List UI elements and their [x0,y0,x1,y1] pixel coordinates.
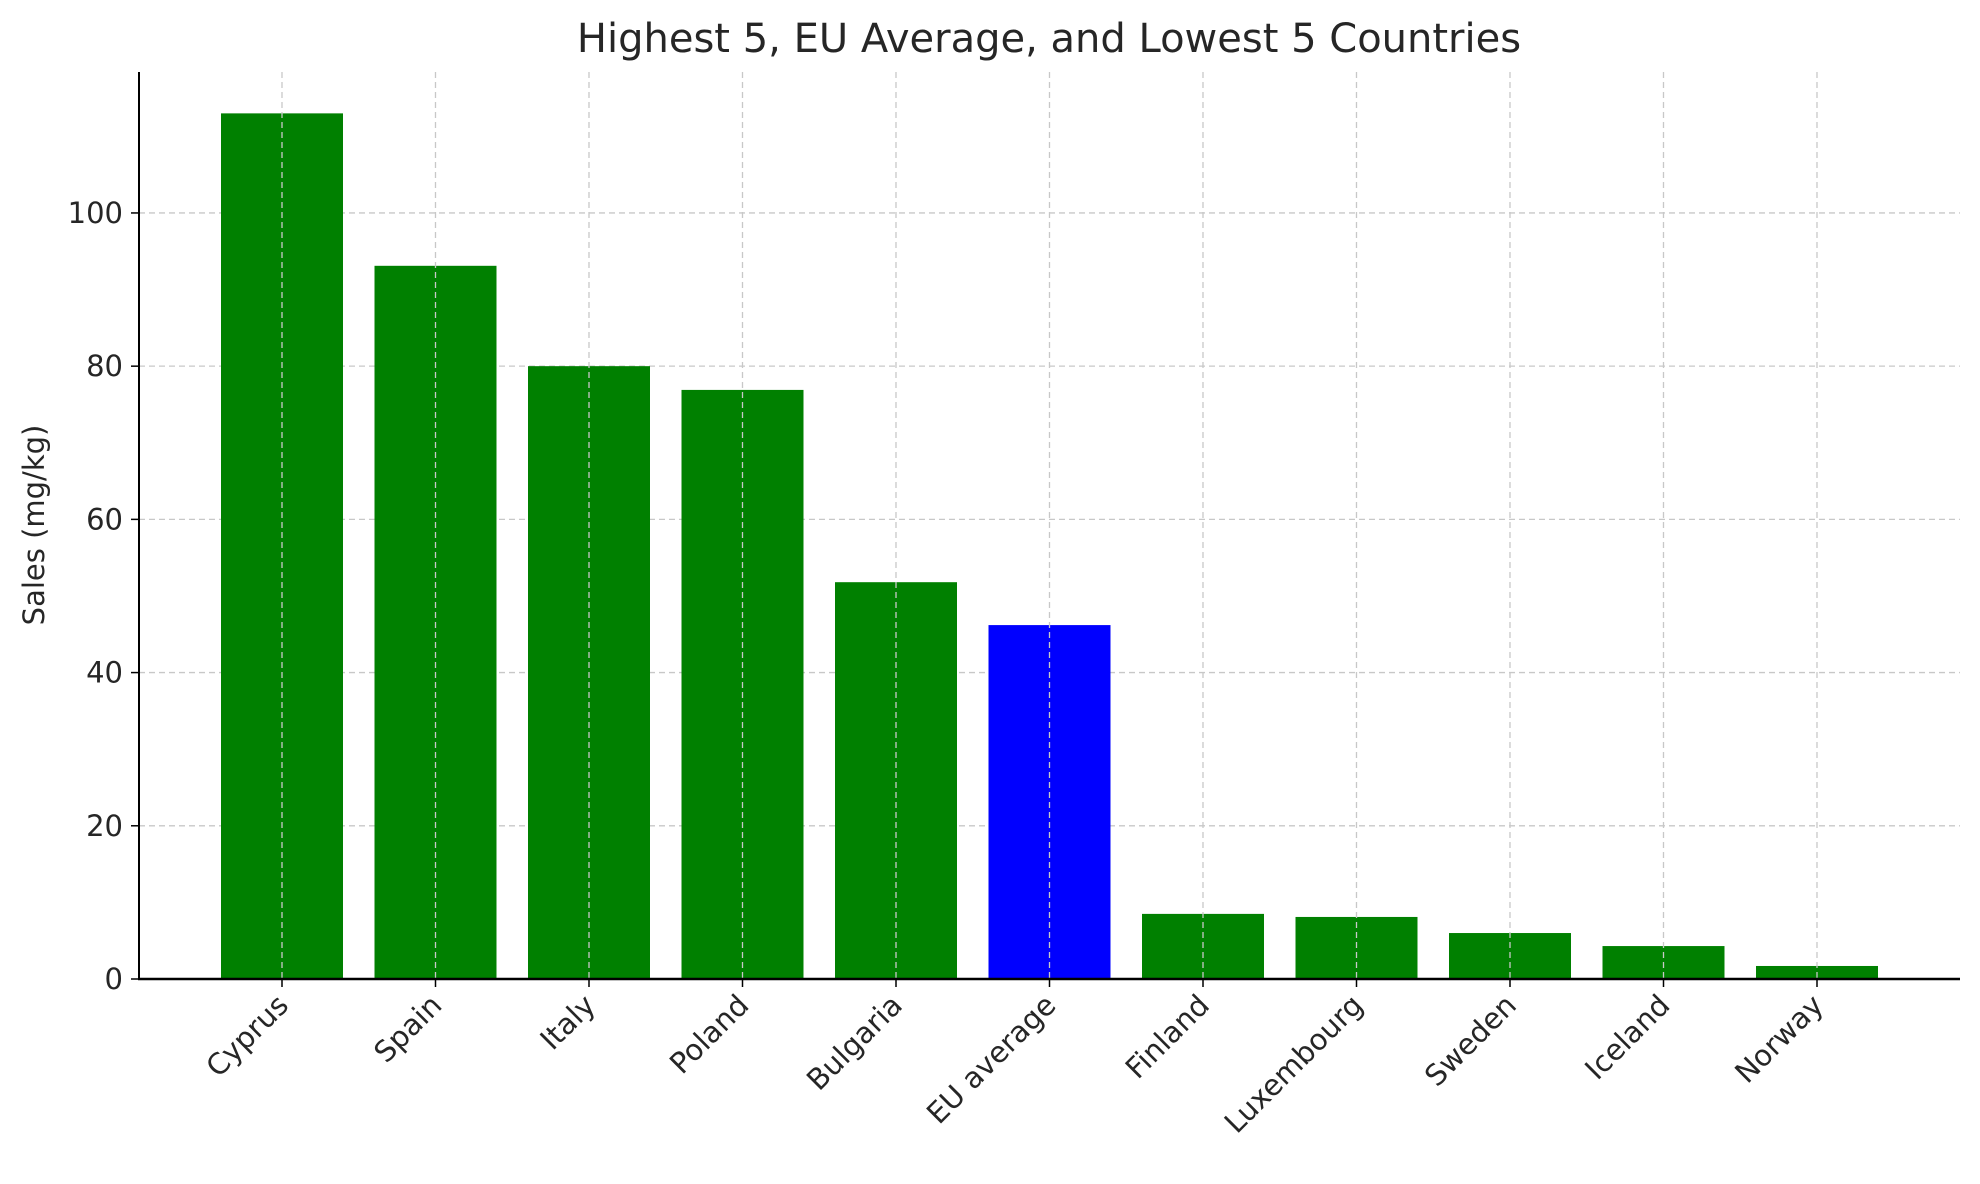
x-tick-label: EU average [920,988,1062,1130]
x-tick-label: Italy [533,988,602,1057]
y-tick-label: 40 [86,656,123,690]
y-axis-label: Sales (mg/kg) [17,425,51,626]
y-tick-label: 80 [86,349,123,383]
chart-title: Highest 5, EU Average, and Lowest 5 Coun… [577,16,1521,62]
y-tick-label: 0 [105,962,123,996]
x-tick-label: Finland [1119,988,1216,1085]
y-tick-label: 20 [86,809,123,843]
x-tick-label: Luxembourg [1218,988,1370,1140]
x-tick-label: Norway [1728,988,1830,1090]
x-tick-label: Iceland [1578,988,1676,1086]
x-ticks: Cyprus Spain Italy Poland Bulgaria EU average… [199,979,1830,1140]
bar-bulgaria [835,582,957,979]
x-tick-label: Bulgaria [800,988,909,1097]
y-ticks: 0 20 40 60 80 100 [68,196,139,996]
x-tick-label: Cyprus [199,988,295,1084]
x-tick-label: Spain [367,988,448,1069]
x-tick-label: Poland [663,988,756,1081]
x-tick-label: Sweden [1418,988,1523,1093]
y-tick-label: 100 [68,196,123,230]
y-tick-label: 60 [86,502,123,536]
vertical-gridlines [281,72,1818,979]
